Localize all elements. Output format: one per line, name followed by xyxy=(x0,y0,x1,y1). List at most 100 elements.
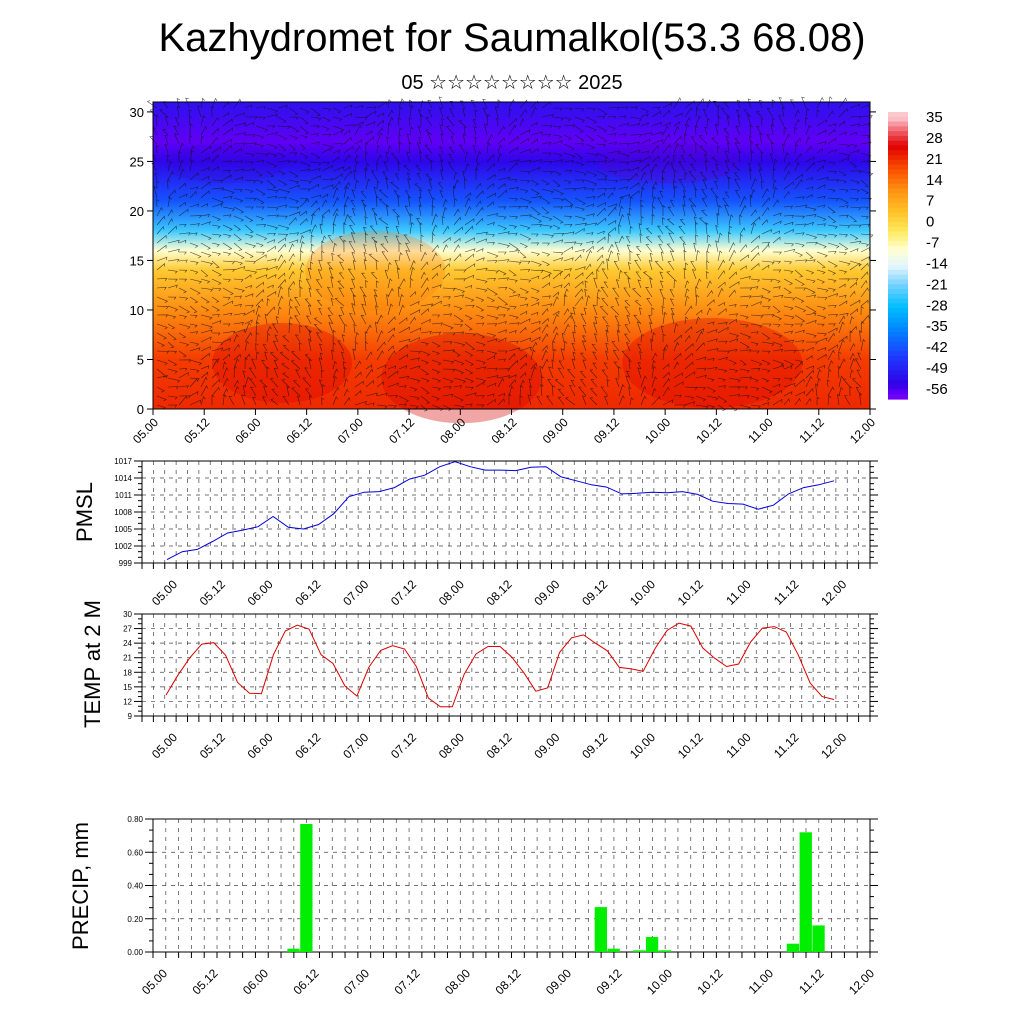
y-tick-label: 18 xyxy=(123,668,132,677)
colorbar-band xyxy=(888,217,908,223)
colorbar-band xyxy=(888,284,908,290)
temperature-colorbar: 35 28 21 14 7 0 -7 -14 -21 -28 -35 -42 -49 -56 xyxy=(888,109,948,400)
y-tick-label: 1017 xyxy=(114,457,132,466)
y-tick-label: 10 xyxy=(130,303,144,318)
colorbar-band xyxy=(888,389,908,395)
colorbar-band xyxy=(888,155,908,161)
x-tick-label: 07.00 xyxy=(341,966,372,997)
colorbar-band xyxy=(888,274,908,281)
colorbar-label: -7 xyxy=(926,235,939,252)
x-tick-label: 06.12 xyxy=(292,730,323,761)
x-tick-label: 07.12 xyxy=(388,730,419,761)
colorbar-band xyxy=(888,360,908,367)
colorbar-band xyxy=(888,198,908,204)
precip-bar xyxy=(607,948,620,952)
colorbar-label: -56 xyxy=(926,381,948,398)
precip-bar xyxy=(812,925,825,952)
x-tick-label: 10.00 xyxy=(642,415,673,446)
colorbar-label: -14 xyxy=(926,255,948,272)
y-tick-label: 15 xyxy=(123,683,132,692)
colorbar-band xyxy=(888,308,908,314)
colorbar-band xyxy=(888,312,908,319)
colorbar-band xyxy=(888,202,908,209)
x-tick-label: 05.00 xyxy=(139,966,170,997)
precip-bar xyxy=(287,948,300,952)
y-tick-label: 0.00 xyxy=(127,948,143,957)
colorbar-label: -21 xyxy=(926,276,948,293)
x-tick-label: 06.12 xyxy=(290,966,321,997)
x-tick-label: 10.00 xyxy=(627,577,658,608)
temp-2m-panel: 9 12 15 18 21 24 27 30 05.00 05.12 06.00 06.12 07.00… xyxy=(80,600,878,761)
x-tick-label: 08.00 xyxy=(436,730,467,761)
wind-barbs xyxy=(146,96,874,412)
colorbar-band xyxy=(888,355,908,362)
x-tick-label: 10.12 xyxy=(694,966,725,997)
x-tick-label: 09.12 xyxy=(579,730,610,761)
y-tick-label: 27 xyxy=(123,625,132,634)
x-tick-label: 10.12 xyxy=(675,577,706,608)
x-tick-label: 12.00 xyxy=(846,966,877,997)
chart-title: Kazhydromet for Saumalkol(53.3 68.08) xyxy=(158,16,866,60)
colorbar-band xyxy=(888,322,908,328)
x-tick-label: 11.00 xyxy=(746,966,777,997)
colorbar-band xyxy=(888,150,908,156)
x-tick-label: 07.12 xyxy=(388,577,419,608)
x-tick-label: 08.12 xyxy=(484,730,515,761)
x-tick-label: 08.00 xyxy=(442,966,473,997)
y-tick-label: 24 xyxy=(123,639,132,648)
colorbar-band xyxy=(888,131,908,137)
temp-series-line xyxy=(165,622,835,708)
y-tick-label: 0.60 xyxy=(127,848,143,857)
x-tick-label: 05.00 xyxy=(149,577,180,608)
colorbar-band xyxy=(888,341,908,347)
x-tick-label: 08.12 xyxy=(484,577,515,608)
x-tick-label: 10.12 xyxy=(693,415,724,446)
x-tick-label: 08.12 xyxy=(488,415,519,446)
x-tick-label: 11.12 xyxy=(796,415,827,446)
x-tick-label: 11.12 xyxy=(771,730,802,761)
x-tick-label: 05.12 xyxy=(197,730,228,761)
y-tick-label: 30 xyxy=(130,105,144,120)
heatmap-blob xyxy=(164,143,285,184)
y-tick-label: 1008 xyxy=(114,508,132,517)
colorbar-band xyxy=(888,375,908,381)
colorbar-band xyxy=(888,317,908,324)
colorbar-band xyxy=(888,260,908,266)
y-tick-label: 15 xyxy=(130,253,144,268)
colorbar-band xyxy=(888,222,908,228)
colorbar-label: -35 xyxy=(926,318,948,335)
colorbar-label: -49 xyxy=(926,360,948,377)
x-tick-label: 09.00 xyxy=(543,966,574,997)
colorbar-band xyxy=(888,346,908,352)
x-tick-label: 12.00 xyxy=(847,415,878,446)
precip-bar xyxy=(799,832,812,952)
y-tick-label: 1011 xyxy=(115,491,133,500)
x-tick-label: 10.00 xyxy=(627,730,658,761)
y-tick-label: 0.80 xyxy=(127,815,143,824)
x-tick-label: 07.00 xyxy=(340,577,371,608)
grid xyxy=(153,819,870,952)
colorbar-band xyxy=(888,231,908,237)
colorbar-band xyxy=(888,288,908,295)
x-tick-label: 07.12 xyxy=(391,966,422,997)
colorbar-band xyxy=(888,183,908,190)
y-tick-label: 12 xyxy=(123,697,132,706)
x-tick-label: 10.00 xyxy=(644,966,675,997)
heatmap-blob xyxy=(622,317,803,408)
colorbar-band xyxy=(888,370,908,376)
colorbar-label: -28 xyxy=(926,297,948,314)
colorbar-band xyxy=(888,121,908,127)
colorbar-label: 21 xyxy=(926,151,943,168)
colorbar-band xyxy=(888,188,908,194)
x-tick-label: 09.00 xyxy=(540,415,571,446)
y-tick-label: 25 xyxy=(130,154,144,169)
x-tick-label: 07.00 xyxy=(340,730,371,761)
colorbar-band xyxy=(888,169,908,175)
x-tick-label: 07.00 xyxy=(335,415,366,446)
colorbar-band xyxy=(888,279,908,285)
x-tick-label: 11.00 xyxy=(723,577,754,608)
y-axis-label: TEMP at 2 M xyxy=(80,600,105,728)
y-tick-label: 1002 xyxy=(114,542,132,551)
colorbar-band xyxy=(888,236,908,242)
colorbar-band xyxy=(888,159,908,166)
